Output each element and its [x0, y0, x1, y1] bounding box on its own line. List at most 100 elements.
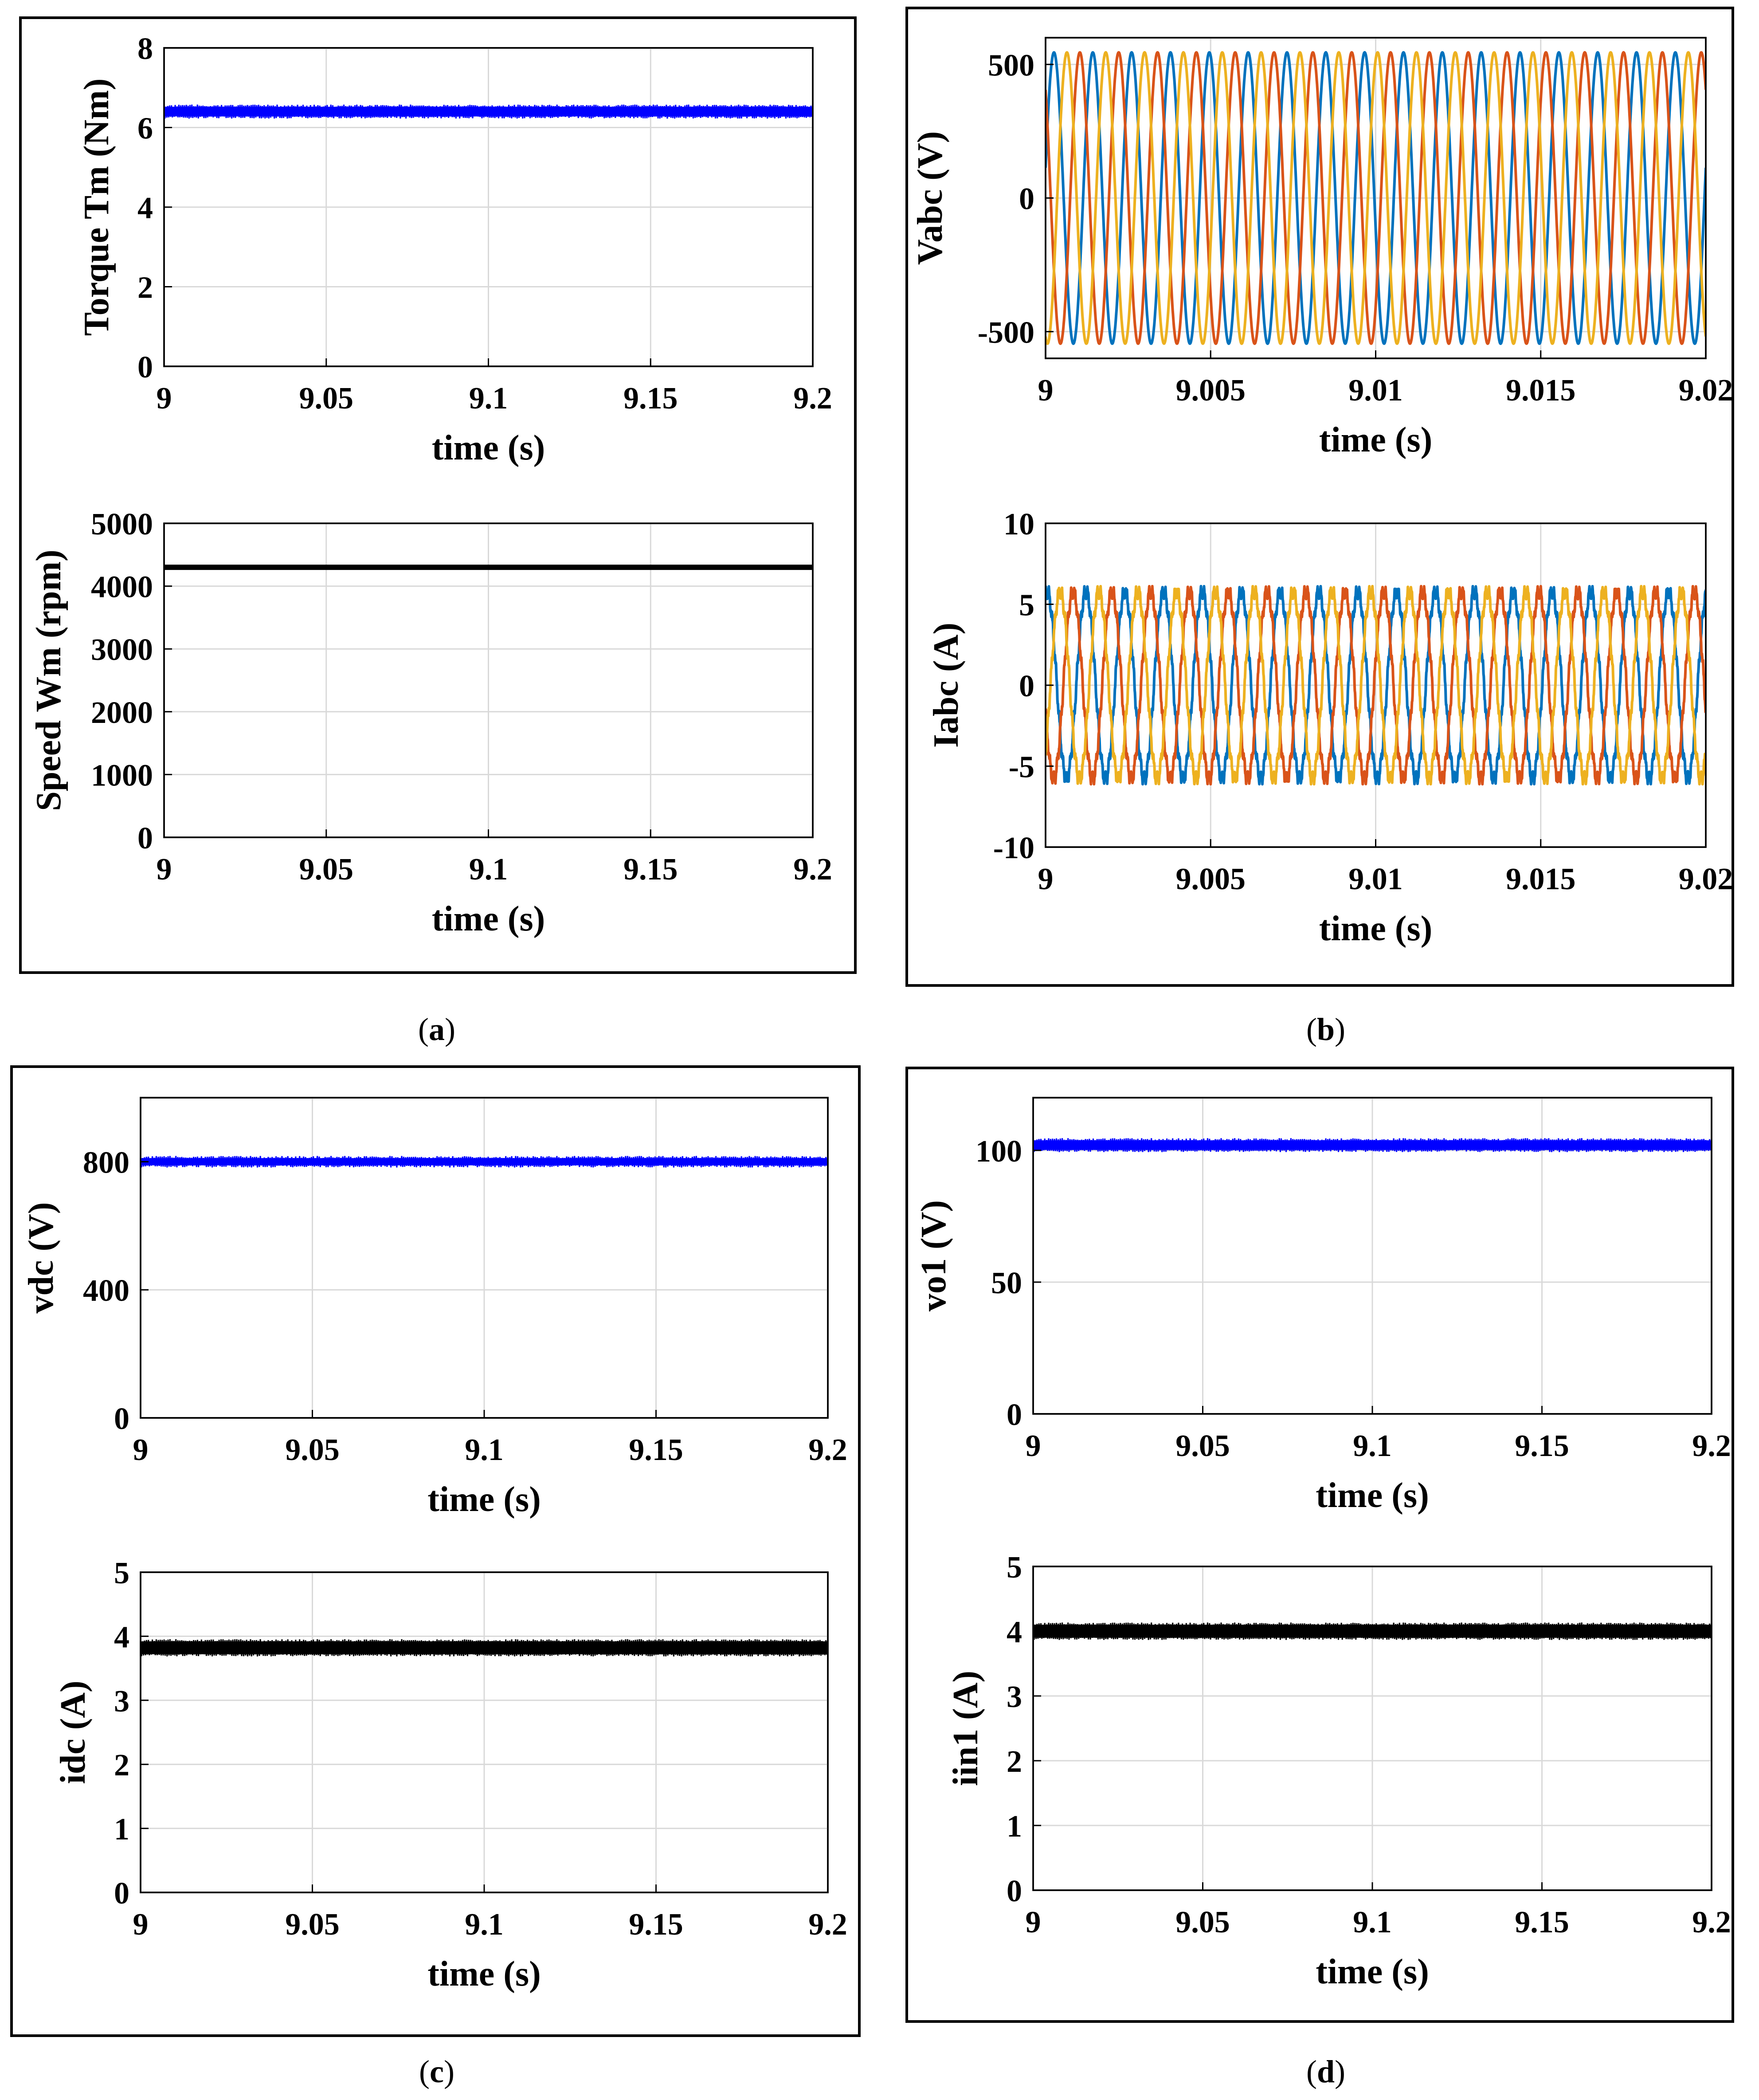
- x-tick-label: 9.01: [1348, 862, 1403, 896]
- x-tick-label: 9: [1038, 373, 1054, 408]
- x-axis-label: time (s): [427, 1955, 541, 1994]
- y-tick-label: 0: [114, 1402, 129, 1436]
- caption-d-letter: d: [1317, 2054, 1335, 2089]
- x-tick-label: 9.015: [1506, 862, 1576, 896]
- y-tick-label: 10: [1003, 507, 1034, 542]
- y-axis-label: iin1 (A): [946, 1671, 985, 1786]
- panel-b-frame: [905, 7, 1734, 987]
- y-tick-label: 0: [114, 1876, 129, 1911]
- y-tick-label: 500: [988, 48, 1034, 82]
- y-axis-label: vdc (V): [22, 1202, 61, 1313]
- x-tick-label: 9.05: [1175, 1429, 1230, 1463]
- y-axis-label: Speed Wm (rpm): [29, 550, 68, 811]
- panel-d-frame: [905, 1067, 1734, 2023]
- x-tick-label: 9.1: [465, 1908, 504, 1942]
- y-axis-label: vo1 (V): [914, 1200, 953, 1311]
- caption-c: (c): [419, 2054, 454, 2089]
- y-axis-label: Vabc (V): [911, 131, 950, 265]
- y-tick-label: 2: [1007, 1745, 1022, 1779]
- series-vdc-ripple: [141, 1156, 828, 1168]
- y-tick-label: 4000: [91, 570, 153, 604]
- chart-vo1: 9 9.05 9.1 9.15 9.2 0 50 100 time (s) vo1 (V): [914, 1097, 1731, 1515]
- x-tick-label: 9.005: [1176, 373, 1246, 408]
- series-va: [1046, 51, 1706, 345]
- x-tick-label: 9: [1038, 862, 1054, 896]
- x-axis-label: time (s): [1316, 1476, 1429, 1515]
- chart-idc: 9 9.05 9.1 9.15 9.2 0 1 2 3 4 5 time (s) idc (A): [54, 1556, 847, 1994]
- x-tick-label: 9.2: [1692, 1905, 1731, 1939]
- y-tick-label: 0: [137, 350, 153, 385]
- y-tick-label: 4: [137, 191, 153, 225]
- x-tick-label: 9.05: [285, 1908, 340, 1942]
- x-axis-label: time (s): [1319, 420, 1432, 459]
- chart-speed: 9 9.05 9.1 9.15 9.2 0 1000 2000 3000 4000 5000 time…: [29, 507, 832, 938]
- y-tick-label: 3: [1007, 1680, 1022, 1714]
- series-vb: [1046, 51, 1706, 345]
- x-tick-label: 9.15: [629, 1908, 683, 1942]
- x-axis-label: time (s): [1316, 1952, 1429, 1991]
- y-tick-label: 0: [1007, 1398, 1022, 1432]
- x-axis-label: time (s): [1319, 909, 1432, 948]
- chart-iabc: 9 9.005 9.01 9.015 9.02 -10 -5 0 5 10 time (s) Iabc…: [927, 507, 1733, 948]
- y-tick-label: 4: [114, 1620, 129, 1654]
- x-tick-label: 9.2: [1692, 1429, 1731, 1463]
- x-tick-label: 9.15: [629, 1433, 683, 1467]
- caption-a-letter: a: [429, 1012, 445, 1047]
- x-tick-label: 9: [133, 1433, 149, 1467]
- y-tick-label: 4: [1007, 1615, 1022, 1649]
- x-axis-label: time (s): [427, 1480, 541, 1519]
- series-group: [141, 1639, 828, 1656]
- y-tick-label: 3: [114, 1684, 129, 1719]
- x-tick-label: 9.05: [299, 852, 354, 887]
- y-axis-label: Iabc (A): [927, 623, 966, 748]
- y-axis-label: idc (A): [54, 1680, 93, 1784]
- x-tick-label: 9: [157, 381, 172, 416]
- y-tick-label: 5: [1007, 1550, 1022, 1585]
- y-tick-label: 2: [114, 1748, 129, 1782]
- y-tick-label: 1: [1007, 1810, 1022, 1844]
- x-tick-label: 9.1: [1353, 1429, 1392, 1463]
- y-tick-label: 2: [137, 271, 153, 305]
- series-iin1-ripple: [1033, 1622, 1712, 1640]
- y-tick-label: -10: [993, 831, 1034, 865]
- x-tick-label: 9.05: [285, 1433, 340, 1467]
- y-axis-label: Torque Tm (Nm): [77, 79, 116, 336]
- x-tick-label: 9.1: [469, 852, 508, 887]
- y-tick-label: 5: [1019, 589, 1034, 623]
- y-tick-label: 2000: [91, 696, 153, 730]
- series-group: [1033, 1622, 1712, 1640]
- x-tick-label: 9: [1026, 1905, 1041, 1939]
- x-tick-label: 9: [157, 852, 172, 887]
- x-tick-label: 9.2: [808, 1908, 847, 1942]
- x-tick-label: 9.02: [1679, 373, 1733, 408]
- series-group: [1033, 1138, 1712, 1152]
- series-ic: [1046, 585, 1706, 786]
- y-tick-label: 50: [991, 1266, 1022, 1300]
- caption-b: (b): [1306, 1012, 1345, 1047]
- y-tick-label: 8: [137, 32, 153, 66]
- y-tick-label: 0: [1019, 669, 1034, 703]
- x-tick-label: 9.2: [793, 381, 832, 416]
- panel-c-frame: [10, 1065, 861, 2037]
- series-vc: [1046, 51, 1706, 345]
- y-tick-label: 100: [975, 1134, 1022, 1169]
- caption-b-letter: b: [1317, 1012, 1335, 1047]
- y-tick-label: 800: [83, 1146, 129, 1180]
- panel-a-frame: [19, 16, 857, 974]
- y-tick-label: 6: [137, 112, 153, 146]
- series-vo1-ripple: [1033, 1138, 1712, 1152]
- series-ia: [1046, 585, 1706, 786]
- x-tick-label: 9: [133, 1908, 149, 1942]
- x-tick-label: 9.1: [1353, 1905, 1392, 1939]
- x-tick-label: 9.15: [623, 381, 678, 416]
- x-tick-label: 9.05: [1175, 1905, 1230, 1939]
- x-tick-label: 9.15: [623, 852, 678, 887]
- chart-vabc: 9 9.005 9.01 9.015 9.02 -500 0 500 time (s) Vabc …: [911, 37, 1733, 459]
- x-tick-label: 9.05: [299, 381, 354, 416]
- series-group: [164, 104, 813, 119]
- y-tick-label: 0: [1007, 1874, 1022, 1908]
- x-axis-label: time (s): [432, 428, 545, 467]
- y-tick-label: 0: [1019, 182, 1034, 216]
- caption-c-letter: c: [430, 2054, 444, 2089]
